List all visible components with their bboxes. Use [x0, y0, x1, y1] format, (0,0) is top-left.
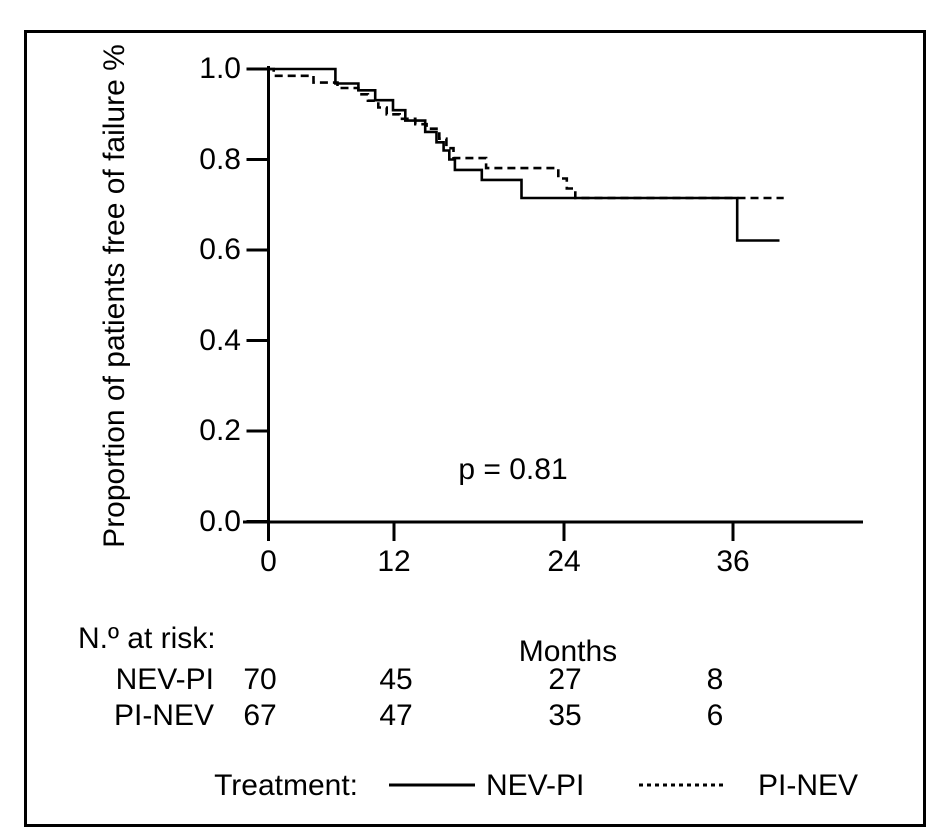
- curve-NEV-PI: [268, 67, 780, 242]
- risk-count: 6: [706, 699, 724, 732]
- curve-PI-NEV: [268, 67, 784, 200]
- risk-count: 45: [379, 663, 413, 696]
- risk-table-heading: N.º at risk:: [78, 622, 216, 655]
- risk-count: 8: [706, 663, 724, 696]
- axes: [243, 66, 863, 541]
- y-tick-label: 0.4: [199, 323, 241, 357]
- x-axis-label: Months: [518, 635, 618, 668]
- y-tick-label: 0.0: [199, 504, 241, 538]
- legend-heading: Treatment:: [214, 769, 358, 802]
- x-tick-label: 24: [547, 545, 581, 578]
- y-tick-label: 0.8: [199, 142, 241, 176]
- x-tick-label: 12: [377, 545, 411, 578]
- risk-count: 70: [243, 663, 277, 696]
- risk-count: 35: [548, 699, 582, 732]
- x-tick-label: 36: [716, 545, 750, 578]
- legend-entry-label: PI-NEV: [758, 769, 859, 802]
- p-value-annotation: p = 0.81: [458, 453, 568, 486]
- y-axis-label: Proportion of patients free of failure %: [98, 44, 131, 548]
- risk-row-label: NEV-PI: [115, 663, 214, 696]
- y-tick-label: 1.0: [199, 52, 241, 85]
- risk-count: 67: [243, 699, 277, 732]
- legend-entry-label: NEV-PI: [486, 769, 585, 802]
- survival-curves: [268, 67, 784, 242]
- y-tick-label: 0.6: [199, 233, 241, 266]
- risk-count: 27: [548, 663, 582, 696]
- y-tick-label: 0.2: [199, 414, 241, 447]
- figure-border: [24, 30, 926, 827]
- risk-count: 47: [379, 699, 413, 732]
- risk-row-label: PI-NEV: [113, 699, 214, 732]
- x-tick-label: 0: [260, 545, 277, 578]
